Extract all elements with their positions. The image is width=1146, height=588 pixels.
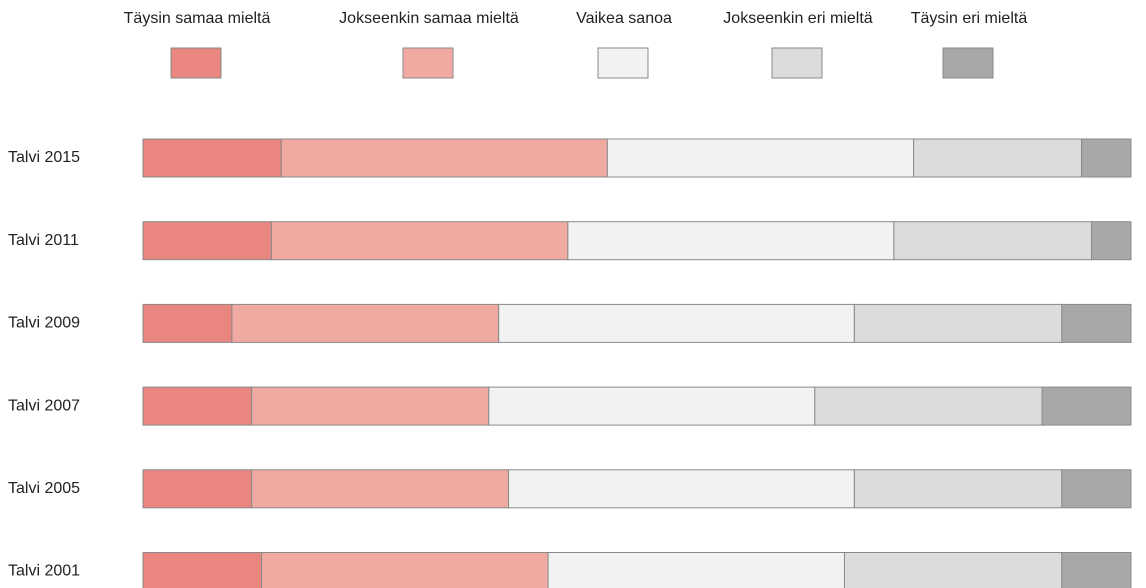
bar-segment — [251, 386, 490, 426]
bar-segment — [142, 303, 233, 343]
bar-segment — [142, 552, 263, 588]
bar-segment — [843, 552, 1063, 588]
bar-segment — [853, 469, 1063, 509]
legend-label: Täysin eri mieltä — [911, 10, 1028, 27]
bar-segment — [1090, 221, 1132, 261]
bar-segment — [270, 221, 569, 261]
legend-swatch — [597, 47, 649, 79]
bar-segment — [814, 386, 1043, 426]
bar-segment — [142, 469, 253, 509]
legend-swatch — [942, 47, 994, 79]
bar-segment — [488, 386, 816, 426]
bar-segment — [1061, 469, 1132, 509]
bar-segment — [251, 469, 510, 509]
legend-swatch — [170, 47, 222, 79]
legend-swatch — [771, 47, 823, 79]
y-tick-label: Talvi 2005 — [8, 480, 80, 497]
y-tick-label: Talvi 2015 — [8, 149, 80, 166]
y-tick-label: Talvi 2009 — [8, 315, 80, 332]
y-tick-label: Talvi 2007 — [8, 397, 80, 414]
bar-segment — [913, 138, 1083, 178]
bar-segment — [853, 303, 1063, 343]
legend-label: Jokseenkin eri mieltä — [723, 10, 873, 27]
y-tick-label: Talvi 2001 — [8, 563, 80, 580]
legend-swatch — [402, 47, 454, 79]
bar-segment — [606, 138, 915, 178]
bar-segment — [142, 138, 282, 178]
bar-segment — [1061, 552, 1132, 588]
bar-segment — [1041, 386, 1132, 426]
bar-segment — [142, 221, 272, 261]
y-tick-label: Talvi 2011 — [8, 232, 79, 249]
bar-segment — [567, 221, 895, 261]
legend-label: Täysin samaa mieltä — [124, 10, 271, 27]
bar-segment — [280, 138, 608, 178]
legend-label: Vaikea sanoa — [576, 10, 672, 27]
bar-segment — [508, 469, 855, 509]
bar-segment — [261, 552, 549, 588]
bar-segment — [1061, 303, 1132, 343]
bar-segment — [893, 221, 1092, 261]
bar-segment — [1081, 138, 1132, 178]
bar-segment — [498, 303, 855, 343]
bar-segment — [547, 552, 845, 588]
bar-segment — [231, 303, 500, 343]
legend-label: Jokseenkin samaa mieltä — [339, 10, 519, 27]
bar-segment — [142, 386, 253, 426]
